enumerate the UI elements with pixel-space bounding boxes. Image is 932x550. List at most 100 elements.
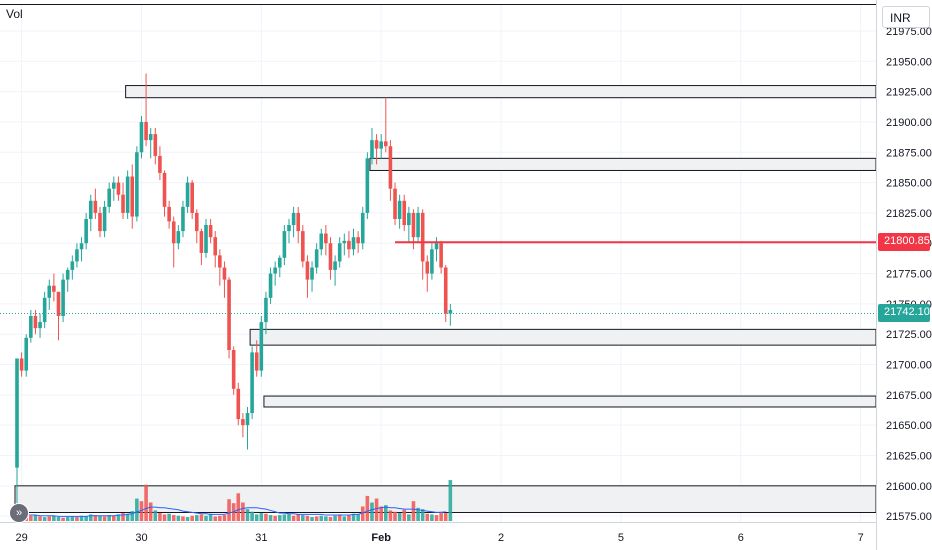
volume-bar: [388, 510, 393, 521]
volume-bar: [190, 515, 194, 521]
volume-bar: [259, 513, 264, 521]
volume-bar: [218, 515, 222, 521]
candle-body: [148, 134, 153, 141]
volume-bar: [222, 515, 227, 521]
volume-bar: [420, 509, 425, 521]
y-tick-label: 21650.00: [886, 420, 932, 432]
y-tick-label: 21675.00: [886, 390, 932, 402]
candle-body: [328, 243, 333, 270]
candle-body: [296, 212, 301, 232]
candle-body: [434, 243, 439, 250]
volume-bar: [56, 517, 61, 521]
volume-bar: [342, 516, 347, 521]
volume-bar: [162, 514, 167, 521]
volume-bar: [370, 502, 374, 521]
candle-body: [222, 267, 227, 280]
volume-bar: [328, 517, 333, 521]
candle-body: [162, 172, 167, 207]
candle-body: [181, 206, 185, 232]
double-chevron-right-icon[interactable]: »: [9, 503, 29, 523]
volume-bar: [268, 515, 273, 521]
candle-body: [420, 212, 425, 262]
candle-body: [305, 261, 310, 280]
x-tick-label: 5: [618, 532, 624, 544]
candle-body: [98, 212, 102, 232]
volume-bar: [213, 516, 218, 521]
volume-bar: [42, 517, 47, 521]
candle-body: [365, 158, 370, 213]
candle-body: [314, 249, 319, 268]
candle-body: [379, 141, 383, 149]
candle-body: [116, 182, 121, 195]
candle-body: [24, 337, 29, 371]
x-tick-label: 29: [15, 532, 27, 544]
volume-bar: [411, 501, 416, 521]
volume-bar: [250, 511, 254, 521]
x-tick-label: 6: [738, 532, 744, 544]
volume-bar: [407, 514, 411, 521]
volume-bar: [204, 515, 208, 521]
candle-body: [351, 237, 356, 250]
candle-body: [204, 225, 208, 253]
candle-body: [268, 273, 273, 298]
volume-bar: [135, 498, 139, 521]
volume-bar: [273, 515, 277, 521]
candle-body: [402, 200, 407, 226]
volume-bar: [52, 515, 56, 521]
candle-body: [250, 352, 254, 414]
y-tick-label: 21975.00: [886, 26, 932, 38]
zone-rect: [125, 85, 877, 99]
volume-bar: [351, 513, 356, 521]
candle-body: [291, 212, 296, 226]
volume-bar: [379, 506, 383, 521]
candle-body: [384, 141, 388, 147]
candle-body: [19, 358, 24, 371]
volume-bar: [333, 515, 337, 521]
currency-button[interactable]: INR: [882, 6, 930, 28]
volume-bar: [324, 516, 328, 521]
candle-body: [167, 206, 171, 222]
candle-body: [125, 176, 130, 213]
candle-body: [342, 240, 347, 244]
y-tick-label: 21875.00: [886, 147, 932, 159]
candle-body: [370, 140, 374, 159]
candle-body: [70, 261, 75, 270]
volume-bar: [61, 517, 65, 521]
y-tick-label: 21825.00: [886, 208, 932, 220]
candle-body: [273, 267, 277, 274]
volume-bar: [402, 509, 407, 521]
candle-body: [79, 243, 84, 250]
candle-body: [259, 322, 264, 371]
volume-bar: [393, 511, 397, 521]
volume-bar: [448, 480, 453, 521]
candle-body: [102, 206, 107, 232]
x-tick-label: Feb: [371, 532, 391, 544]
volume-bar: [130, 511, 135, 521]
candle-body: [411, 212, 416, 238]
volume-bar: [116, 514, 121, 521]
candle-body: [347, 240, 351, 250]
volume-bar: [153, 510, 158, 521]
candle-body: [61, 279, 65, 317]
candle-body: [185, 182, 190, 207]
volume-bar: [236, 493, 241, 521]
volume-bar: [208, 513, 213, 521]
volume-bar: [171, 515, 176, 521]
volume-bar: [93, 515, 98, 521]
x-tick-label: 31: [255, 532, 267, 544]
volume-bar: [148, 502, 153, 521]
volume-bar: [305, 515, 310, 521]
candle-body: [301, 231, 305, 262]
volume-bar: [356, 514, 360, 521]
volume-bar: [70, 516, 75, 521]
candle-body: [208, 225, 213, 238]
candle-body: [337, 243, 342, 262]
candle-body: [282, 231, 287, 258]
candle-body: [15, 358, 19, 468]
candle-body: [42, 297, 47, 323]
volume-bar: [277, 515, 282, 521]
candle-body: [199, 231, 204, 253]
volume-bar: [144, 484, 148, 521]
